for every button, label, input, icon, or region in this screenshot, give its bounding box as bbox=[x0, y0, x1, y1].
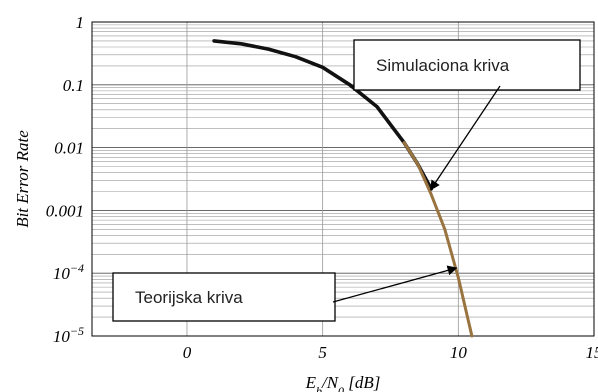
series-group bbox=[212, 39, 474, 338]
x-tick-label: 15 bbox=[586, 343, 598, 362]
plot-frame bbox=[91, 21, 595, 337]
callout-arrow bbox=[332, 265, 458, 303]
x-axis-label: Eb/N0 [dB] bbox=[305, 373, 381, 392]
y-tick-label: 0.001 bbox=[46, 201, 84, 220]
callout-box bbox=[112, 272, 336, 322]
y-tick-label: 10−5 bbox=[53, 324, 84, 346]
x-tick-label: 5 bbox=[318, 343, 327, 362]
callout-box bbox=[353, 39, 581, 91]
y-tick-label: 0.01 bbox=[54, 139, 84, 158]
x-tick-label: 0 bbox=[183, 343, 192, 362]
callout-label: Teorijska kriva bbox=[135, 288, 243, 307]
series-line-teorijska bbox=[402, 141, 474, 338]
y-axis-label: Bit Error Rate bbox=[13, 130, 32, 228]
callout-label: Simulaciona kriva bbox=[376, 56, 510, 75]
y-tick-label: 10−4 bbox=[53, 261, 84, 283]
x-tick-label: 10 bbox=[450, 343, 468, 362]
y-tick-label: 0.1 bbox=[63, 76, 84, 95]
callout-arrow bbox=[430, 85, 501, 191]
callouts: Simulaciona kriva Teorijska kriva bbox=[112, 39, 581, 322]
y-tick-label: 1 bbox=[76, 13, 85, 32]
